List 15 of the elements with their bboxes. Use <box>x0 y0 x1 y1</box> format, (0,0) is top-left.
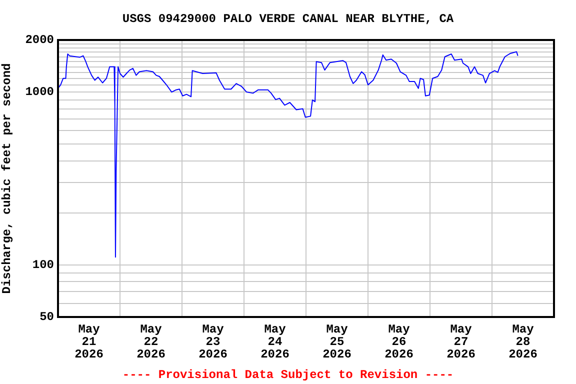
y-tick-label: 50 <box>40 310 54 324</box>
x-tick-label: May 22 2026 <box>136 322 166 362</box>
y-tick-label: 1000 <box>25 85 54 100</box>
chart-title: USGS 09429000 PALO VERDE CANAL NEAR BLYTHE, CA <box>122 12 454 26</box>
x-tick-label: May 24 2026 <box>260 322 290 362</box>
y-tick-label: 2000 <box>25 33 54 48</box>
x-tick-label: May 21 2026 <box>74 322 104 362</box>
x-tick-label: May 23 2026 <box>198 322 228 362</box>
y-tick-label: 100 <box>32 258 54 272</box>
x-tick-label: May 28 2026 <box>508 322 538 362</box>
x-tick-label: May 27 2026 <box>446 322 476 362</box>
text: ---- Provisional Data Subject to Revision ---- <box>122 368 454 382</box>
x-tick-label: May 26 2026 <box>384 322 414 362</box>
x-tick-label: May 25 2026 <box>322 322 352 362</box>
y-axis-title: Discharge, cubic feet per second <box>0 63 14 294</box>
